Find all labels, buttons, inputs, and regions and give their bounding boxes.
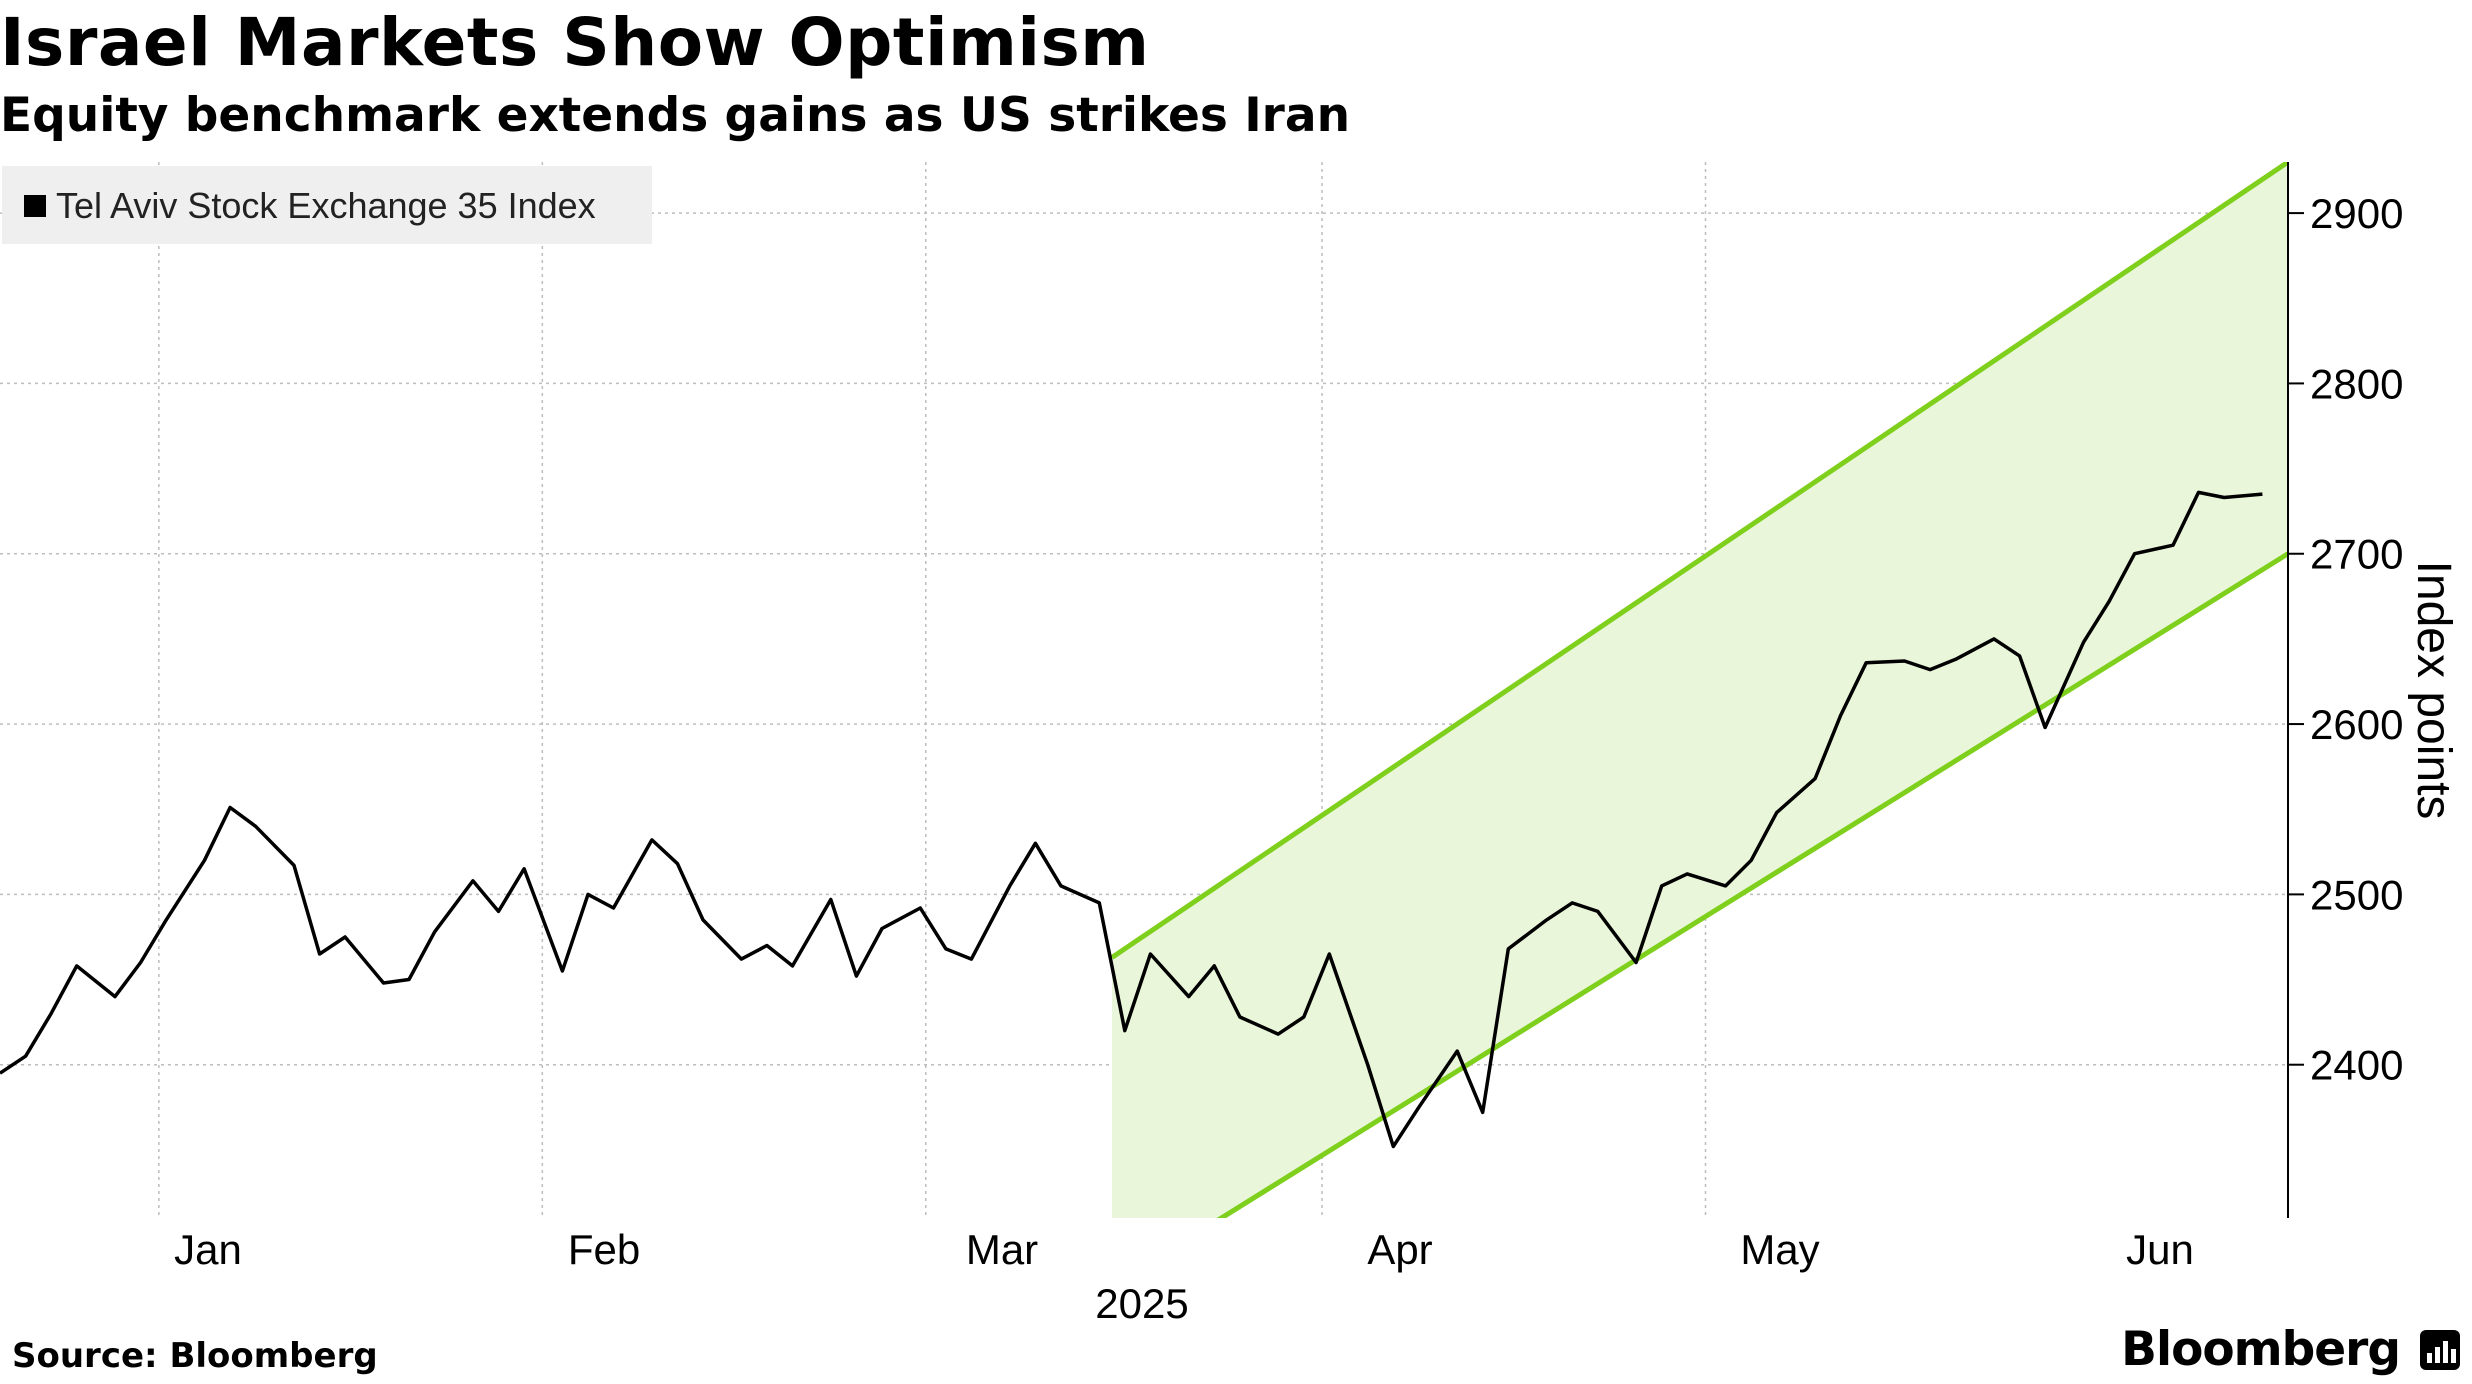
trend-channel [1110,162,2288,1218]
series-line [0,490,2263,1149]
y-tick-label: 2600 [2310,701,2403,748]
legend-box [2,166,652,244]
x-tick-label: Feb [568,1226,640,1273]
channel-upper-line [1110,162,2288,960]
y-tick-label: 2400 [2310,1042,2403,1089]
channel-lower-line [1216,551,2288,1218]
y-axis-label: Index points [2407,561,2460,820]
chart-title: Israel Markets Show Optimism [0,4,1150,81]
y-tick-label: 2700 [2310,531,2403,578]
x-axis-year-label: 2025 [1095,1280,1188,1327]
bloomberg-terminal-icon [2420,1330,2460,1370]
x-tick-label: May [1740,1226,1819,1273]
x-tick-label: Jan [174,1226,242,1273]
channel-fill [1112,162,2288,1218]
legend-label: Tel Aviv Stock Exchange 35 Index [56,185,596,226]
axes: 2400 2500 2600 2700 2800 2900 Jan Feb Mar Apr May J… [174,162,2460,1327]
x-tick-label: Mar [966,1226,1038,1273]
legend-swatch [24,195,46,217]
y-tick-label: 2800 [2310,360,2403,407]
source-note: Source: Bloomberg [12,1336,378,1376]
legend: Tel Aviv Stock Exchange 35 Index [2,166,652,244]
y-tick-label: 2500 [2310,871,2403,918]
bloomberg-logo: Bloomberg [2121,1322,2401,1377]
x-tick-label: Apr [1367,1226,1432,1273]
y-tick-label: 2900 [2310,190,2403,237]
series-layer [0,490,2263,1149]
chart-subtitle: Equity benchmark extends gains as US str… [0,88,1351,143]
x-tick-label: Jun [2126,1226,2194,1273]
